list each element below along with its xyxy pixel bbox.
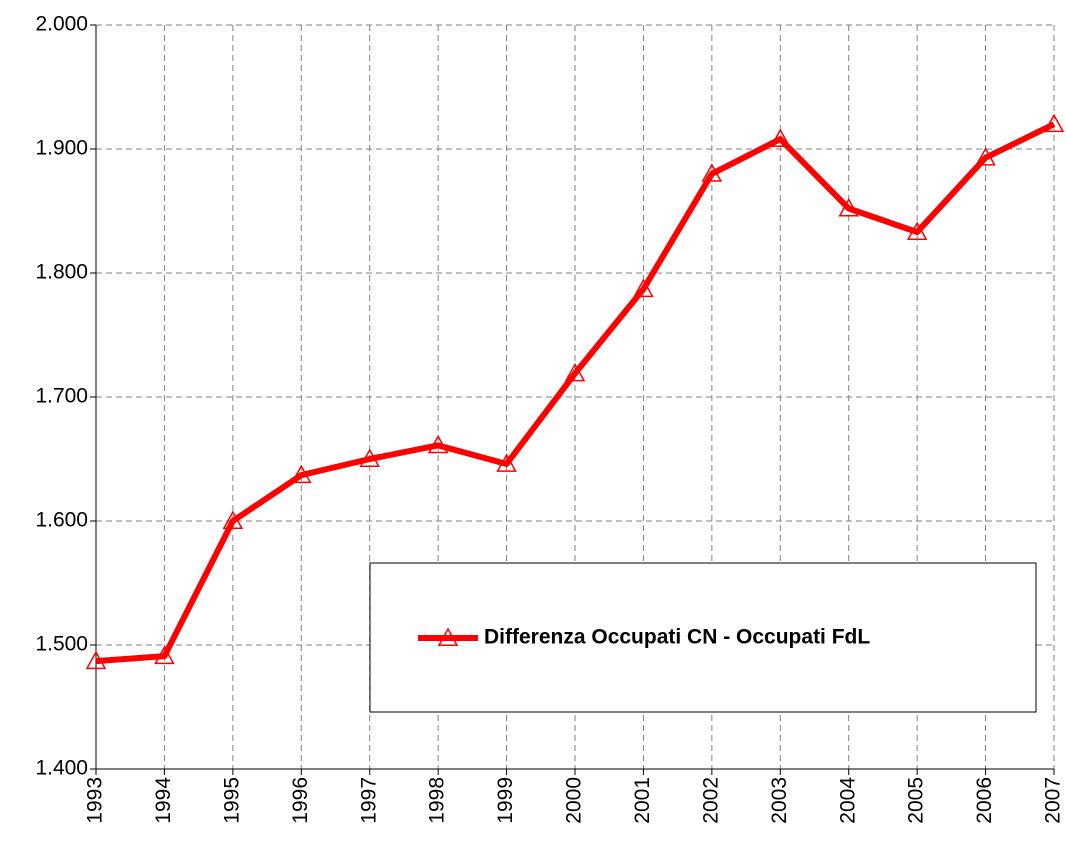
legend-marker: [437, 627, 459, 646]
marker: [291, 464, 312, 484]
x-tick-label: 2001: [631, 777, 654, 824]
x-tick-label: 2006: [973, 777, 996, 824]
series-line: [95, 121, 1056, 665]
y-tick-label: 1.500: [35, 633, 88, 656]
marker: [85, 650, 107, 670]
marker: [1043, 113, 1065, 133]
marker: [701, 163, 723, 182]
x-tick-label: 1993: [84, 777, 107, 824]
marker: [359, 448, 380, 467]
legend-box: [369, 562, 1037, 713]
marker: [975, 147, 996, 166]
y-tick-label: 1.700: [35, 385, 88, 408]
marker: [633, 278, 654, 298]
marker: [154, 645, 175, 665]
x-tick-label: 1999: [494, 777, 517, 824]
y-tick-label: 1.900: [35, 137, 88, 160]
x-tick-label: 2004: [836, 777, 859, 824]
marker: [838, 197, 859, 217]
x-tick-label: 2003: [768, 777, 791, 824]
y-tick-label: 1.800: [35, 261, 88, 284]
x-tick-label: 2000: [563, 777, 586, 824]
x-tick-label: 1997: [357, 777, 380, 824]
legend-label: Differenza Occupati CN - Occupati FdL: [484, 626, 870, 649]
marker: [222, 510, 244, 529]
x-tick-label: 2005: [905, 777, 928, 824]
marker: [427, 434, 449, 454]
marker: [906, 221, 928, 241]
marker: [496, 453, 517, 472]
x-tick-label: 1995: [220, 777, 243, 824]
y-tick-label: 1.600: [35, 509, 88, 532]
y-tick-label: 2.000: [35, 13, 88, 36]
x-tick-label: 1998: [426, 777, 449, 824]
x-tick-label: 2007: [1042, 777, 1065, 824]
x-tick-label: 1994: [152, 777, 175, 824]
marker: [770, 128, 791, 148]
marker: [564, 362, 586, 382]
x-tick-label: 2002: [699, 777, 722, 824]
x-tick-label: 1996: [289, 777, 312, 824]
y-tick-label: 1.400: [35, 757, 88, 780]
